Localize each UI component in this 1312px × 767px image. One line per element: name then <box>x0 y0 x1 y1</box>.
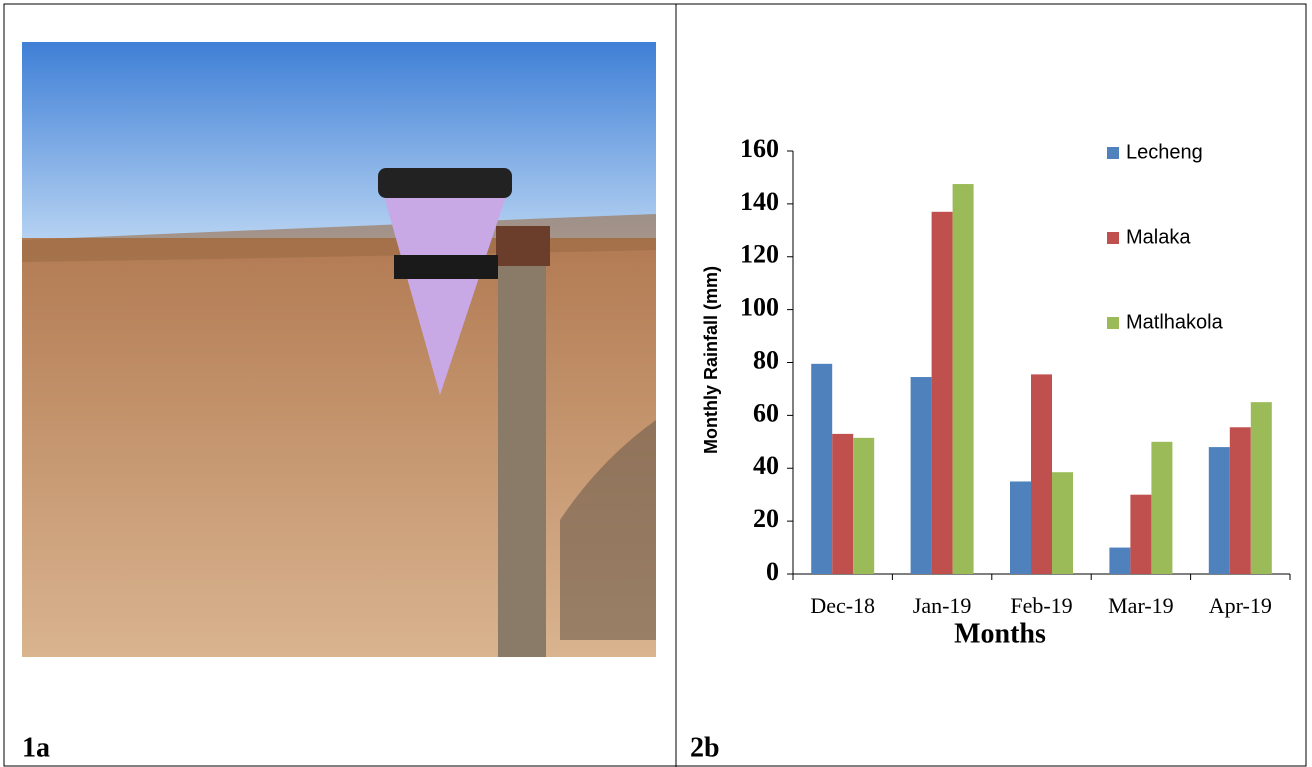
legend-label: Lecheng <box>1126 141 1203 163</box>
bar <box>1151 442 1172 574</box>
panel-label: 2b <box>690 732 720 763</box>
bar <box>1251 402 1272 574</box>
x-tick-label: Dec-18 <box>810 593 875 618</box>
bar <box>1109 548 1130 574</box>
bar <box>932 212 953 574</box>
bar <box>1052 472 1073 574</box>
x-tick-label: Mar-19 <box>1108 593 1174 618</box>
photo <box>22 42 656 657</box>
bar <box>1130 495 1151 574</box>
y-tick-label: 40 <box>753 451 779 480</box>
bar <box>832 434 853 574</box>
bar <box>811 364 832 574</box>
y-tick-label: 100 <box>740 293 779 322</box>
bar <box>953 184 974 574</box>
figure: 1a 2b Monthly Rainfall (mm) Months 0 20 40… <box>0 0 1312 767</box>
page: 1a 2b Monthly Rainfall (mm) Months 0 20 40… <box>0 0 1312 767</box>
y-tick-label: 120 <box>740 240 779 269</box>
bar <box>1209 447 1230 574</box>
legend-label: Malaka <box>1126 226 1191 248</box>
legend-swatch <box>1107 317 1119 329</box>
y-tick-label: 140 <box>740 187 779 216</box>
legend-swatch <box>1107 232 1119 244</box>
x-tick-label: Apr-19 <box>1209 593 1272 618</box>
bar <box>911 377 932 574</box>
bar <box>1010 481 1031 574</box>
panel-label: 1a <box>22 732 50 763</box>
bar <box>853 438 874 574</box>
y-tick-label: 80 <box>753 345 779 374</box>
y-axis-label: Monthly Rainfall (mm) <box>701 266 721 454</box>
x-tick-label: Feb-19 <box>1010 593 1072 618</box>
y-tick-label: 160 <box>740 134 779 163</box>
legend-label: Matlhakola <box>1126 311 1224 333</box>
y-tick-label: 0 <box>766 557 779 586</box>
bar <box>1230 427 1251 574</box>
legend-swatch <box>1107 147 1119 159</box>
y-tick-label: 20 <box>753 504 779 533</box>
y-tick-label: 60 <box>753 398 779 427</box>
bar <box>1031 374 1052 574</box>
x-tick-label: Jan-19 <box>913 593 972 618</box>
x-axis-label: Months <box>954 618 1046 649</box>
